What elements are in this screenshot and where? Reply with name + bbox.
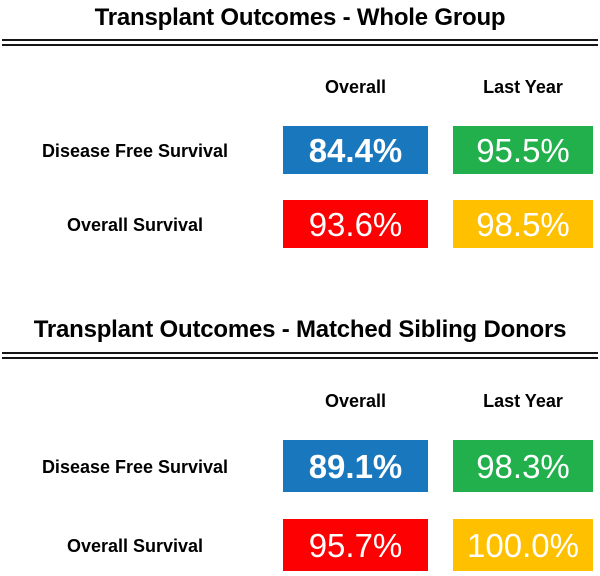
value-box-os-last-year: 100.0% [453,519,593,571]
value-box-dfs-overall: 84.4% [283,126,428,174]
title-double-underline [2,39,598,46]
column-header-overall: Overall [324,77,387,97]
value-box-dfs-last-year: 98.3% [453,440,593,492]
row-label-disease-free-survival: Disease Free Survival [41,141,229,161]
value-box-os-overall: 95.7% [283,519,428,571]
value-box-os-last-year: 98.5% [453,200,593,248]
column-header-last-year: Last Year [483,391,563,411]
value-box-dfs-overall: 89.1% [283,440,428,492]
section-title-matched-sibling-donors: Transplant Outcomes - Matched Sibling Do… [33,316,567,343]
row-label-overall-survival: Overall Survival [66,215,204,235]
section-title-whole-group: Transplant Outcomes - Whole Group [94,4,506,31]
column-header-last-year: Last Year [483,77,563,97]
column-header-overall: Overall [324,391,387,411]
value-box-dfs-last-year: 95.5% [453,126,593,174]
row-label-disease-free-survival: Disease Free Survival [41,457,229,477]
value-box-os-overall: 93.6% [283,200,428,248]
title-double-underline [2,352,598,359]
row-label-overall-survival: Overall Survival [66,536,204,556]
